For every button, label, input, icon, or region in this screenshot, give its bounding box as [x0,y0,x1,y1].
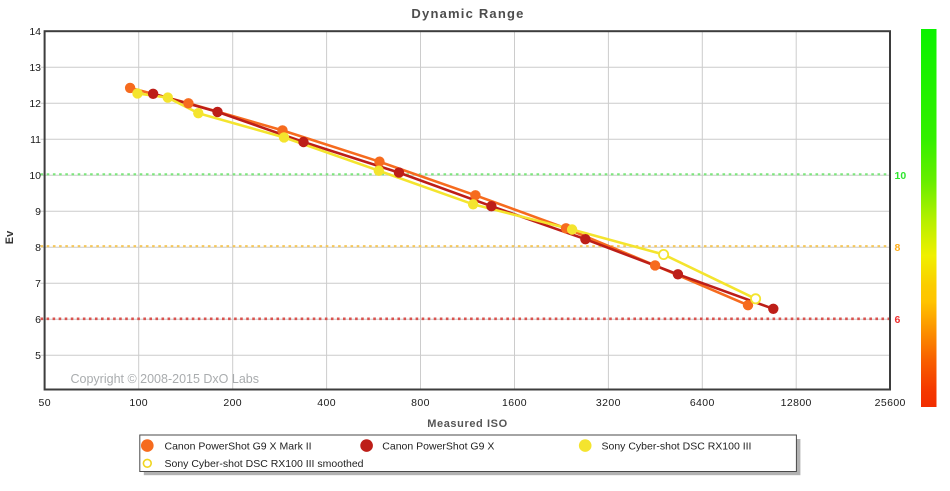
svg-text:10: 10 [895,170,907,182]
svg-text:3200: 3200 [596,397,621,409]
svg-text:1600: 1600 [502,397,527,409]
svg-text:6400: 6400 [690,397,715,409]
svg-text:Ev: Ev [4,230,16,244]
svg-text:400: 400 [317,397,336,409]
svg-text:Measured ISO: Measured ISO [427,418,508,430]
svg-text:5: 5 [35,350,41,362]
svg-text:6: 6 [35,314,41,326]
svg-text:100: 100 [129,397,148,409]
svg-text:200: 200 [223,397,242,409]
svg-text:25600: 25600 [875,397,906,409]
svg-text:8: 8 [35,242,41,254]
svg-text:Dynamic Range: Dynamic Range [411,6,524,21]
svg-text:10: 10 [29,170,41,182]
svg-text:7: 7 [35,278,41,290]
svg-text:13: 13 [29,62,41,74]
svg-text:14: 14 [29,26,41,38]
svg-text:Sony Cyber-shot DSC RX100 III: Sony Cyber-shot DSC RX100 III [602,440,752,452]
svg-text:12800: 12800 [781,397,812,409]
svg-text:Sony Cyber-shot DSC RX100 III: Sony Cyber-shot DSC RX100 III smoothed [165,458,364,470]
svg-text:Canon PowerShot G9 X: Canon PowerShot G9 X [382,440,494,452]
svg-text:Canon PowerShot G9 X Mark II: Canon PowerShot G9 X Mark II [165,440,312,452]
svg-text:Copyright © 2008-2015 DxO Labs: Copyright © 2008-2015 DxO Labs [71,372,259,386]
svg-text:8: 8 [895,242,901,254]
svg-text:6: 6 [895,314,901,326]
svg-text:12: 12 [29,98,41,110]
svg-text:50: 50 [39,397,51,409]
svg-text:800: 800 [411,397,430,409]
svg-text:11: 11 [30,134,41,146]
svg-text:9: 9 [35,206,41,218]
